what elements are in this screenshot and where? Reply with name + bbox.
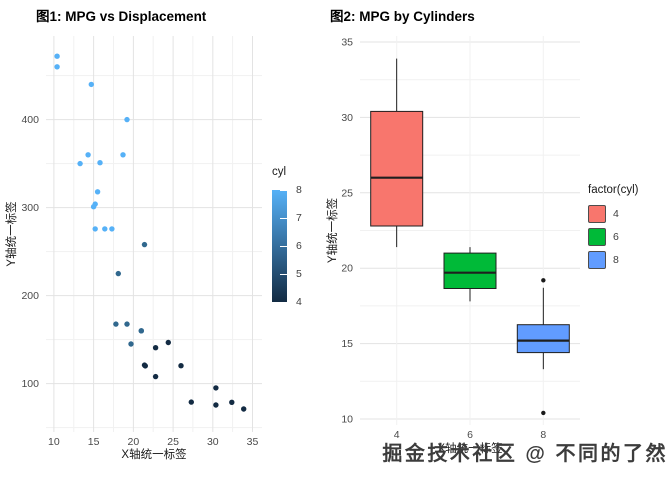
- legend-key-swatch: [588, 204, 606, 223]
- legend-key-swatch: [588, 227, 606, 246]
- box-cyl-4: [370, 110, 424, 227]
- y-tick-label: 20: [341, 263, 353, 275]
- data-point: [128, 341, 134, 347]
- data-point: [97, 160, 103, 166]
- y-tick-label: 30: [341, 112, 353, 124]
- x-tick-label: 8: [540, 429, 546, 441]
- colorbar-legend-cyl: cyl 8 7 6 5 4: [272, 166, 322, 336]
- legend-key-swatch: [588, 250, 606, 269]
- data-point: [124, 321, 130, 327]
- data-point: [90, 204, 97, 210]
- colorbar-tick-label: 7: [296, 212, 302, 224]
- watermark-text: 掘金技术社区 @ 不同的了然: [382, 443, 668, 465]
- colorbar-tick: [280, 218, 287, 219]
- data-point: [94, 189, 101, 195]
- data-point: [124, 116, 130, 123]
- x-tick-label: 15: [88, 436, 100, 448]
- y-tick-label: 400: [21, 114, 39, 126]
- x-tick-label: 20: [128, 436, 140, 448]
- colorbar-tick-label: 6: [296, 240, 302, 252]
- x-tick-label: 30: [207, 436, 219, 448]
- y-axis-title: Y轴统一标签: [4, 201, 18, 267]
- data-point: [152, 345, 159, 351]
- y-tick-label: 10: [341, 414, 353, 426]
- data-point: [141, 241, 148, 248]
- y-tick-label: 15: [341, 338, 353, 350]
- scatter-chart-mpg-vs-displacement: 10 15 20 25 30 35 100 200 300 400 X轴统一标签 Y轴统一标签 图1: …: [4, 9, 262, 461]
- x-tick-label: 35: [247, 436, 259, 448]
- colorbar-tick: [280, 302, 287, 303]
- colorbar-tick-label: 5: [296, 268, 302, 280]
- data-point: [77, 160, 83, 167]
- data-point: [54, 64, 60, 70]
- legend-entry-label: 6: [613, 230, 619, 243]
- outlier-point: [541, 278, 546, 283]
- colorbar-tick: [280, 190, 287, 191]
- box-chart-mpg-by-cylinders: 4 6 8 10 15 20 25 30 35 X轴统一标签 Y轴统一标签 图2: MPG by Cy…: [325, 9, 580, 455]
- y-axis-title: Y轴统一标签: [325, 197, 339, 263]
- data-point: [115, 270, 122, 277]
- colorbar-tick: [280, 274, 287, 275]
- y-tick-label: 25: [341, 187, 353, 199]
- data-point: [178, 363, 184, 369]
- data-point: [213, 385, 219, 391]
- legend-entry-cyl-4: 4: [588, 202, 670, 225]
- legend-entry-cyl-6: 6: [588, 225, 670, 248]
- y-tick-label: 200: [21, 290, 39, 302]
- colorbar-tick-label: 4: [296, 296, 302, 308]
- box-cyl-6: [443, 252, 497, 290]
- data-point: [138, 328, 144, 334]
- data-point: [241, 406, 247, 412]
- data-point: [85, 152, 91, 158]
- legend-title: factor(cyl): [588, 184, 639, 196]
- data-point: [102, 226, 108, 232]
- y-tick-label: 100: [21, 378, 39, 390]
- x-tick-label: 25: [167, 436, 179, 448]
- x-tick-label: 6: [467, 429, 473, 441]
- data-point: [113, 321, 119, 327]
- legend-entries: 4 6 8: [588, 202, 670, 271]
- colorbar-tick-label: 8: [296, 184, 302, 196]
- legend-entry-label: 8: [613, 253, 619, 266]
- data-point: [120, 152, 126, 158]
- factor-legend-cyl: factor(cyl) 4 6 8: [588, 184, 670, 271]
- legend-title: cyl: [272, 166, 287, 178]
- data-point: [213, 402, 219, 408]
- y-tick-label: 300: [21, 202, 39, 214]
- box-cyl-8: [516, 324, 570, 354]
- data-point: [54, 53, 60, 59]
- chart-title: 图2: MPG by Cylinders: [330, 9, 475, 24]
- data-point: [109, 226, 115, 232]
- data-point: [165, 339, 171, 346]
- data-point: [152, 373, 159, 380]
- outlier-point: [541, 410, 546, 416]
- x-tick-label: 10: [48, 436, 60, 448]
- data-point: [92, 226, 98, 232]
- x-tick-label: 4: [394, 429, 400, 441]
- data-point: [229, 399, 235, 405]
- chart-title: 图1: MPG vs Displacement: [36, 9, 207, 24]
- legend-entry-label: 4: [613, 207, 619, 220]
- legend-entry-cyl-8: 8: [588, 248, 670, 271]
- x-axis-title: X轴统一标签: [121, 447, 187, 461]
- y-tick-label: 35: [341, 37, 353, 49]
- colorbar-tick: [280, 246, 287, 247]
- data-point: [188, 399, 194, 405]
- x-axis-title: X轴统一标签: [437, 441, 503, 455]
- data-point: [141, 362, 148, 368]
- data-point: [88, 81, 95, 88]
